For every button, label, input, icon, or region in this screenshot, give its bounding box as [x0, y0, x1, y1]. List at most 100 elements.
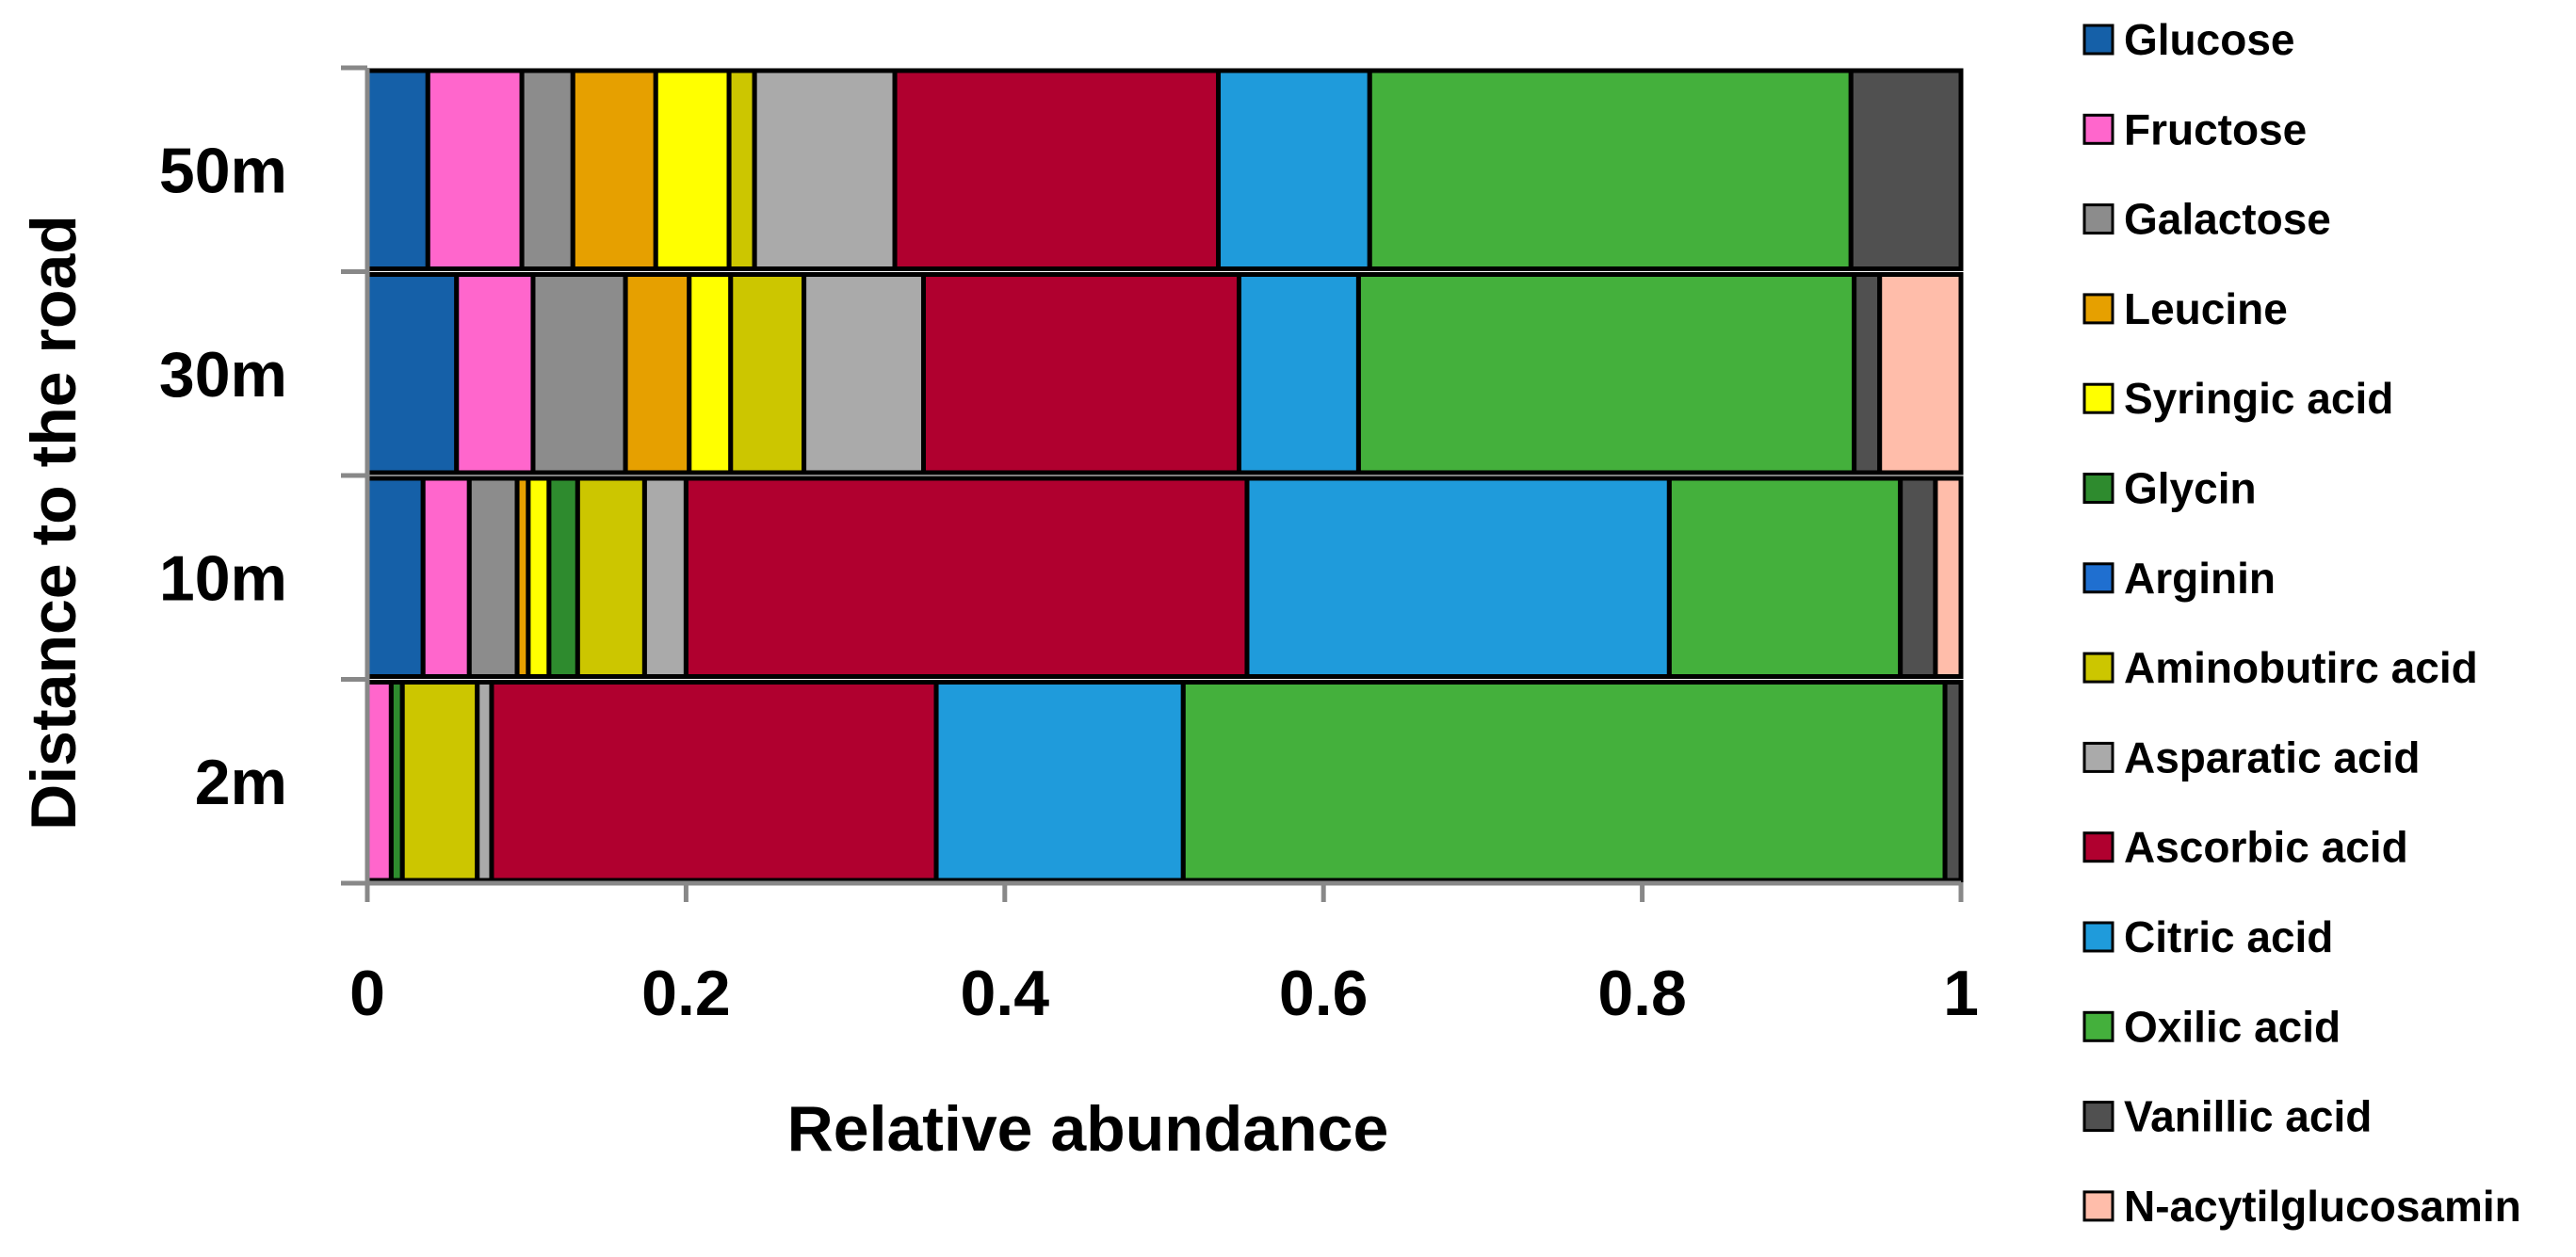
x-tick-label: 0.4: [961, 958, 1050, 1029]
legend-label: Arginin: [2124, 554, 2276, 603]
axes-layer: [341, 65, 1964, 902]
legend-swatch: [2082, 1101, 2114, 1133]
legend-swatch: [2082, 382, 2114, 414]
bar-segment-50m-glucose: [365, 68, 430, 271]
legend-item-fructose: Fructose: [2082, 105, 2307, 153]
tick-labels-layer: 0 0.2 0.4 0.6 0.8 1 50m 30m 10m 2m: [159, 135, 1979, 1029]
legend-item-leucine: Leucine: [2082, 284, 2288, 333]
bar-segment-30m-aminobutirc-acid: [728, 272, 807, 475]
legend-item-arginin: Arginin: [2082, 554, 2276, 603]
legend-swatch: [2082, 113, 2114, 145]
y-axis-title: Distance to the road: [18, 215, 89, 830]
bar-segment-10m-fructose: [420, 475, 472, 679]
y-tick-label-10m: 10m: [159, 542, 287, 614]
legend-label: Fructose: [2124, 105, 2307, 153]
legend-swatch: [2082, 652, 2114, 684]
y-tick-label-50m: 50m: [159, 135, 287, 206]
legend-swatch: [2082, 562, 2114, 594]
bar-segment-2m-aminobutirc-acid: [399, 680, 480, 883]
bar-segment-30m-vanillic-acid: [1852, 272, 1883, 475]
bar-segment-50m-asparatic-acid: [752, 68, 898, 271]
legend-swatch: [2082, 203, 2114, 235]
bar-segment-30m-ascorbic-acid: [921, 272, 1242, 475]
bar-segment-10m-citric-acid: [1244, 475, 1672, 679]
bar-segment-30m-leucine: [623, 272, 692, 475]
bar-segment-30m-fructose: [454, 272, 536, 475]
legend-item-galactose: Galactose: [2082, 195, 2331, 244]
legend-item-ascorbic-acid: Ascorbic acid: [2082, 823, 2408, 872]
y-tick-label-2m: 2m: [195, 747, 287, 818]
legend-label: Leucine: [2124, 284, 2288, 333]
bar-segment-10m-ascorbic-acid: [683, 475, 1250, 679]
legend-item-vanillic-acid: Vanillic acid: [2082, 1092, 2372, 1141]
bar-segment-2m-oxilic-acid: [1180, 680, 1948, 883]
bar-segment-10m-oxilic-acid: [1666, 475, 1904, 679]
legend-swatch: [2082, 24, 2114, 56]
legend-item-citric-acid: Citric acid: [2082, 912, 2333, 961]
x-axis-title: Relative abundance: [787, 1093, 1389, 1165]
bar-segment-2m-vanillic-acid: [1942, 680, 1964, 883]
bar-segment-50m-citric-acid: [1216, 68, 1372, 271]
legend-label: N-acytilglucosamin: [2124, 1182, 2521, 1231]
legend-swatch: [2082, 831, 2114, 863]
legend-item-glycin: Glycin: [2082, 464, 2257, 513]
legend-swatch: [2082, 473, 2114, 504]
bar-segment-2m-fructose: [365, 680, 394, 883]
bar-segment-50m-vanillic-acid: [1848, 68, 1964, 271]
bar-segment-50m-fructose: [425, 68, 525, 271]
bar-segment-10m-aminobutirc-acid: [575, 475, 647, 679]
bars-layer: [365, 68, 1964, 883]
legend-swatch: [2082, 1010, 2114, 1042]
bar-segment-10m-glycin: [546, 475, 580, 679]
legend-label: Glycin: [2124, 464, 2257, 513]
legend-label: Glucose: [2124, 15, 2295, 64]
legend-item-asparatic-acid: Asparatic acid: [2082, 733, 2420, 782]
bar-segment-30m-asparatic-acid: [802, 272, 927, 475]
legend-item-oxilic-acid: Oxilic acid: [2082, 1002, 2341, 1051]
bar-segment-50m-oxilic-acid: [1367, 68, 1854, 271]
bar-segment-50m-ascorbic-acid: [892, 68, 1222, 271]
legend-swatch: [2082, 921, 2114, 953]
bar-segment-50m-galactose: [519, 68, 575, 271]
y-tick-label-30m: 30m: [159, 339, 287, 411]
bar-segment-10m-asparatic-acid: [641, 475, 689, 679]
legend-label: Aminobutirc acid: [2124, 643, 2478, 692]
bar-segment-30m-glucose: [365, 272, 460, 475]
bar-segment-30m-syringic-acid: [687, 272, 734, 475]
bar-segment-10m-vanillic-acid: [1898, 475, 1938, 679]
bar-segment-50m-aminobutirc-acid: [726, 68, 757, 271]
bar-segment-50m-syringic-acid: [653, 68, 732, 271]
bar-segment-10m-glucose: [365, 475, 426, 679]
x-tick-label: 0.2: [641, 958, 731, 1029]
legend-item-syringic-acid: Syringic acid: [2082, 374, 2393, 423]
legend-label: Asparatic acid: [2124, 733, 2420, 782]
legend-label: Vanillic acid: [2124, 1092, 2372, 1141]
bar-segment-30m-n-acytilglucosamin: [1877, 272, 1964, 475]
x-tick-label: 0.6: [1279, 958, 1369, 1029]
legend-swatch: [2082, 293, 2114, 325]
legend-item-glucose: Glucose: [2082, 15, 2295, 64]
legend-label: Galactose: [2124, 195, 2331, 244]
legend-label: Citric acid: [2124, 912, 2333, 961]
bar-segment-50m-leucine: [570, 68, 658, 271]
bar-segment-30m-citric-acid: [1237, 272, 1361, 475]
legend-item-n-acytilglucosamin: N-acytilglucosamin: [2082, 1182, 2521, 1231]
bar-segment-10m-galactose: [466, 475, 520, 679]
x-tick-label: 1: [1943, 958, 1979, 1029]
legend-label: Oxilic acid: [2124, 1002, 2341, 1051]
bar-segment-2m-citric-acid: [933, 680, 1186, 883]
bar-segment-10m-syringic-acid: [526, 475, 552, 679]
legend-swatch: [2082, 741, 2114, 773]
legend: Glucose Fructose Galactose Leucine Syringic …: [2082, 15, 2521, 1231]
legend-swatch: [2082, 1190, 2114, 1222]
bar-segment-30m-galactose: [530, 272, 628, 475]
bar-segment-2m-ascorbic-acid: [489, 680, 939, 883]
x-tick-label: 0: [349, 958, 385, 1029]
bar-segment-30m-oxilic-acid: [1355, 272, 1857, 475]
legend-label: Syringic acid: [2124, 374, 2393, 423]
bar-segment-10m-n-acytilglucosamin: [1933, 475, 1964, 679]
x-tick-label: 0.8: [1597, 958, 1687, 1029]
legend-item-aminobutirc-acid: Aminobutirc acid: [2082, 643, 2478, 692]
